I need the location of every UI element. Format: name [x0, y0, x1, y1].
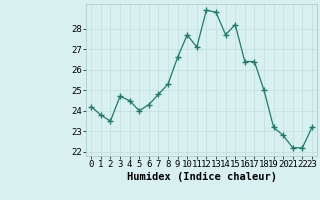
X-axis label: Humidex (Indice chaleur): Humidex (Indice chaleur)	[127, 172, 276, 182]
